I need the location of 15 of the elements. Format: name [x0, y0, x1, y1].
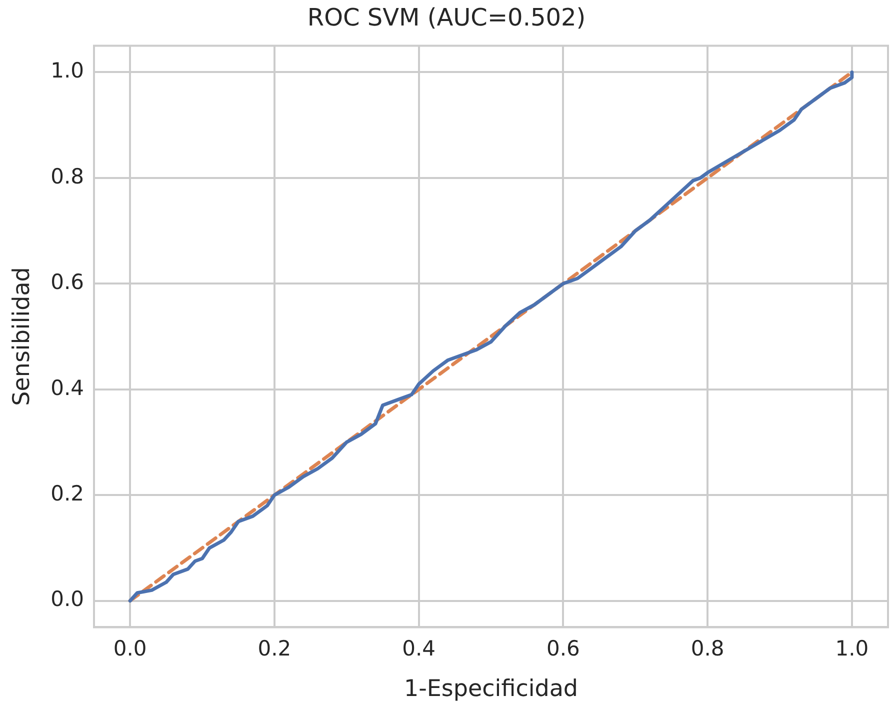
y-tick-label: 0.0 — [50, 587, 84, 612]
y-tick-label: 0.2 — [50, 482, 84, 506]
x-axis-title: 1-Especificidad — [404, 676, 578, 702]
x-tick-label: 0.8 — [690, 636, 724, 660]
y-tick-label: 1.0 — [50, 58, 84, 83]
y-axis-title: Sensibilidad — [8, 267, 35, 406]
y-tick-label: 0.6 — [50, 270, 84, 294]
y-tick-label: 0.4 — [50, 376, 84, 400]
y-tick-label: 0.8 — [50, 164, 84, 188]
x-tick-label: 0.2 — [258, 636, 292, 660]
x-tick-label: 0.4 — [402, 636, 436, 660]
x-tick-label: 0.6 — [546, 636, 580, 660]
x-tick-label: 0.0 — [113, 636, 147, 660]
chart-title: ROC SVM (AUC=0.502) — [307, 4, 586, 32]
x-tick-label: 1.0 — [835, 636, 869, 660]
